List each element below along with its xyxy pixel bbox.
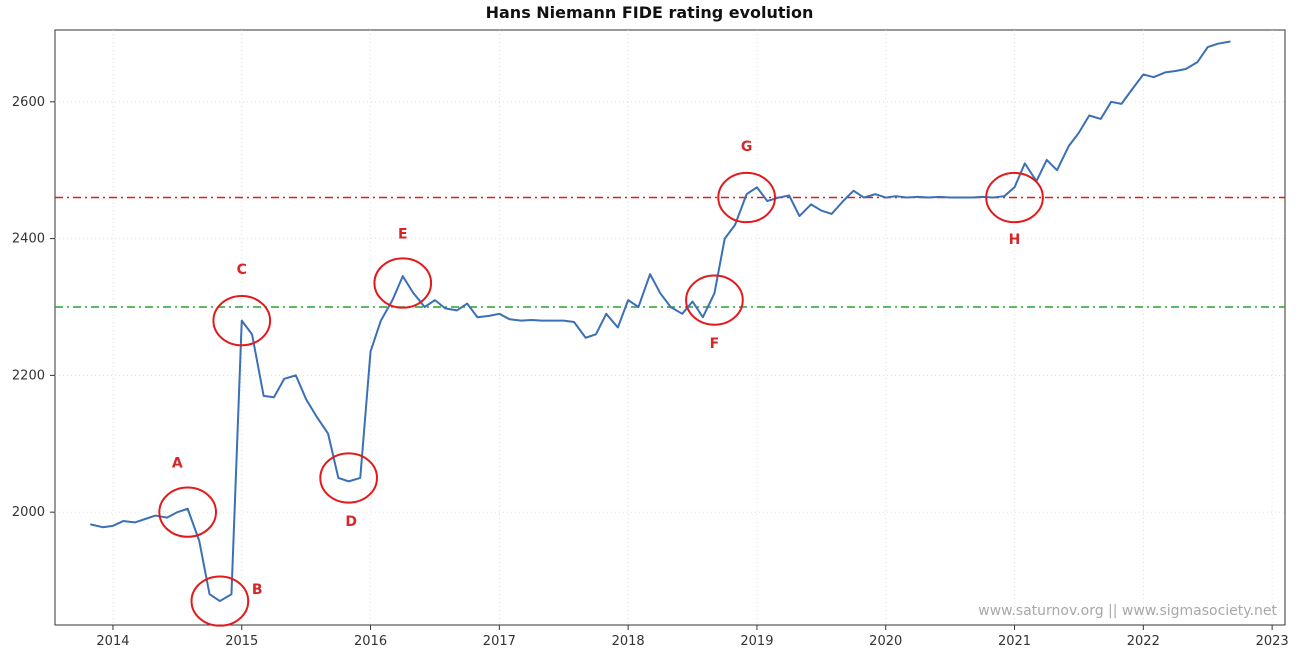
x-tick-label: 2022 [1127,634,1160,649]
chart-title: Hans Niemann FIDE rating evolution [486,3,814,22]
x-tick-label: 2016 [354,634,387,649]
annotation-label-g: G [741,139,753,155]
y-tick-label: 2400 [12,232,45,247]
x-tick-label: 2023 [1256,634,1289,649]
annotation-label-f: F [710,336,720,352]
annotation-label-b: B [252,582,263,598]
chart-root: Hans Niemann FIDE rating evolution 2014 20… [0,0,1299,649]
annotation-label-h: H [1009,232,1021,248]
x-tick-label: 2017 [483,634,516,649]
y-tick-label: 2600 [12,95,45,110]
x-tick-label: 2015 [225,634,258,649]
annotation-label-d: D [345,514,357,530]
x-tick-label: 2019 [740,634,773,649]
annotation-label-c: C [237,262,247,278]
credit-text: www.saturnov.org || www.sigmasociety.net [978,603,1277,619]
annotation-label-e: E [398,227,408,243]
x-tick-label: 2020 [869,634,902,649]
y-tick-label: 2200 [12,368,45,383]
x-tick-label: 2018 [612,634,645,649]
y-tick-label: 2000 [12,505,45,520]
x-tick-label: 2021 [998,634,1031,649]
annotation-label-a: A [172,456,183,472]
x-tick-label: 2014 [96,634,129,649]
